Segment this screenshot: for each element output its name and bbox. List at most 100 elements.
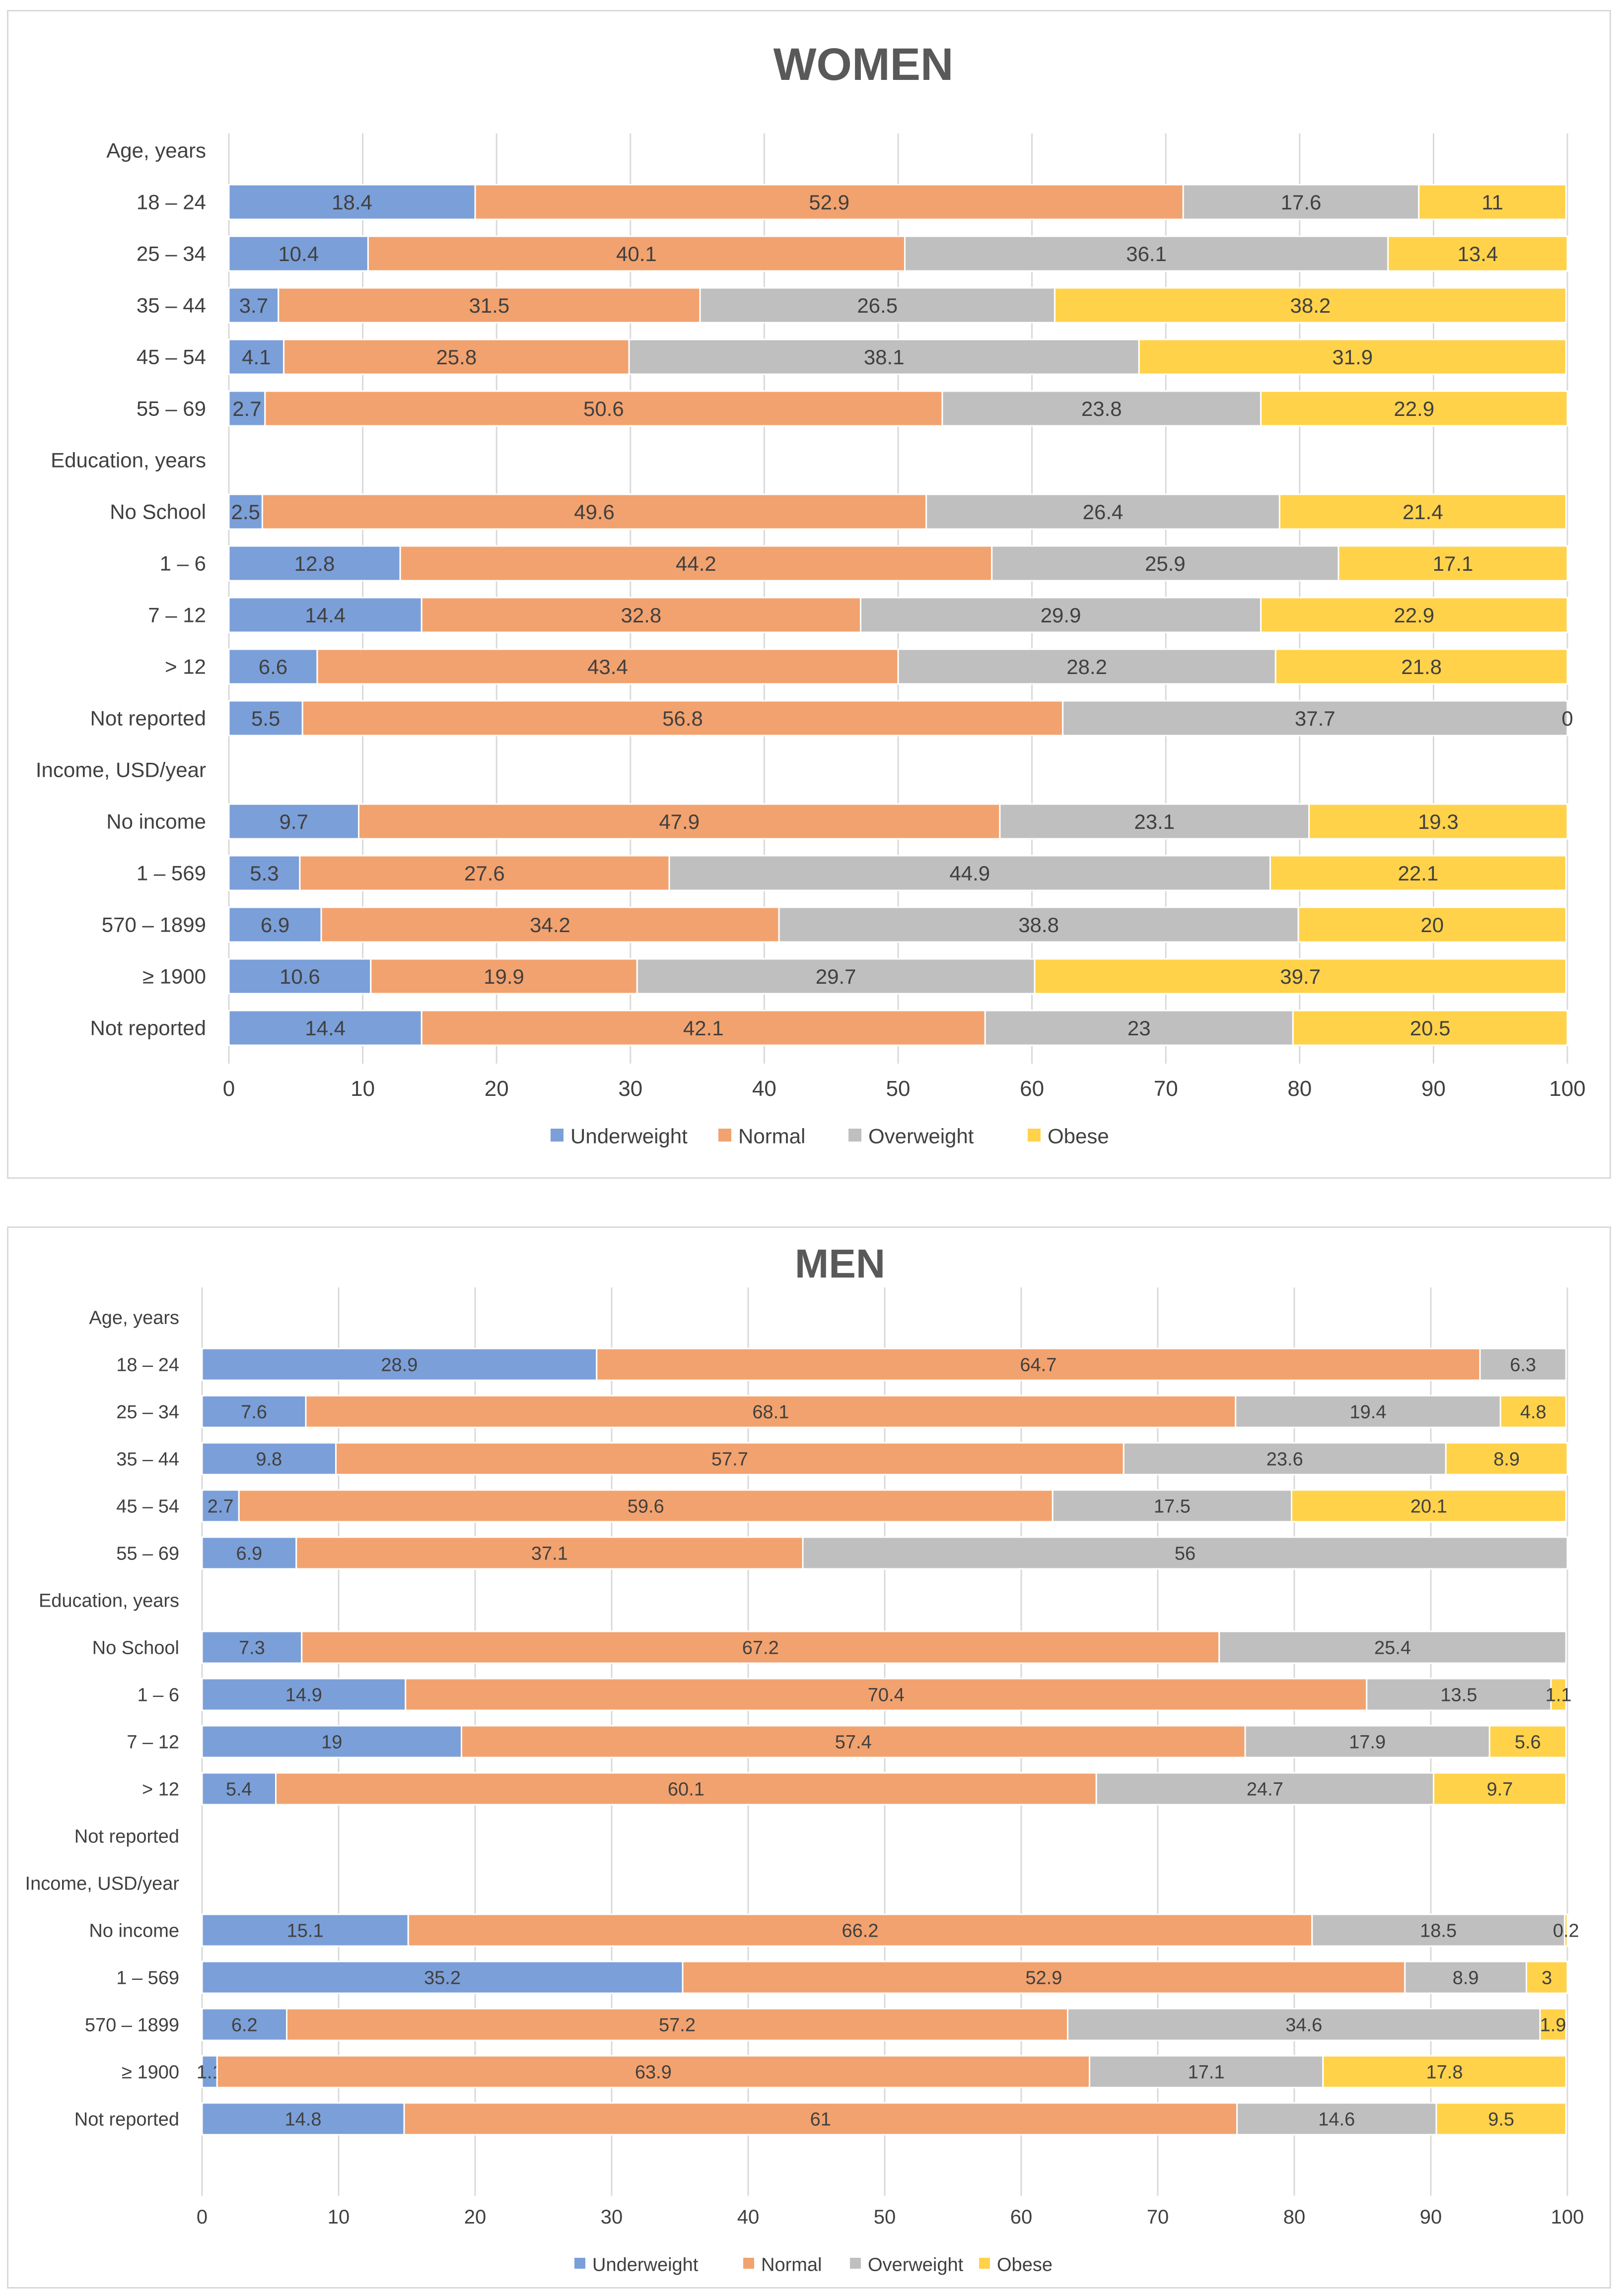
women-x-tick-label-20: 20 <box>485 1077 509 1101</box>
men-category-label-education-years-6: Education, years <box>39 1590 179 1611</box>
women-data-label-overweight-570-1899-15: 38.8 <box>1018 913 1059 937</box>
women-bar-obese-ge-1900-16 <box>1034 958 1567 995</box>
men-bar-normal-55-69-5 <box>295 1536 804 1570</box>
men-legend-label-underweight: Underweight <box>592 2254 699 2275</box>
men-bar-obese-not-reported-17 <box>1435 2102 1567 2136</box>
men-bar-underweight-no-income-13 <box>201 1913 409 1947</box>
men-data-label-obese-ge-1900-16: 17.8 <box>1426 2062 1463 2083</box>
men-bar-overweight-gt-12-10 <box>1095 1772 1434 1806</box>
men-legend-label-normal: Normal <box>761 2254 822 2275</box>
women-data-label-normal-55-69-5: 50.6 <box>583 397 624 420</box>
women-data-label-normal-not-reported-11: 56.8 <box>662 707 703 730</box>
men-category-label-ge-1900-16: ≥ 1900 <box>122 2062 179 2083</box>
women-category-label-ge-1900-16: ≥ 1900 <box>142 965 206 988</box>
women-legend-swatch-overweight <box>848 1129 861 1142</box>
women-bar-overweight-not-reported-11 <box>1062 700 1568 737</box>
men-bar-normal-no-income-13 <box>407 1913 1313 1947</box>
men-legend-swatch-obese <box>979 2258 990 2269</box>
women-data-label-overweight-not-reported-11: 37.7 <box>1295 707 1336 730</box>
men-category-label-7-12-9: 7 – 12 <box>127 1732 179 1753</box>
men-data-label-underweight-no-income-13: 15.1 <box>287 1921 324 1942</box>
men-data-label-obese-1-6-8: 1.1 <box>1546 1685 1572 1706</box>
women-bar-obese-not-reported-17 <box>1292 1010 1568 1046</box>
women-bar-obese-25-34-2 <box>1387 235 1568 272</box>
women-data-label-underweight-55-69-5: 2.7 <box>232 397 261 420</box>
men-data-label-overweight-45-54-4: 17.5 <box>1154 1496 1191 1517</box>
women-data-label-overweight-45-54-4: 38.1 <box>864 345 905 369</box>
women-category-label-gt-12-10: > 12 <box>165 655 206 678</box>
women-data-label-underweight-45-54-4: 4.1 <box>242 345 271 369</box>
men-bar-obese-ge-1900-16 <box>1322 2055 1567 2089</box>
men-bar-obese-45-54-4 <box>1291 1489 1567 1523</box>
men-category-label-no-income-13: No income <box>89 1920 179 1941</box>
women-data-label-obese-not-reported-11: 0 <box>1561 707 1573 730</box>
men-data-label-overweight-35-44-3: 23.6 <box>1266 1449 1303 1470</box>
women-bar-obese-35-44-3 <box>1054 287 1567 324</box>
women-data-label-obese-ge-1900-16: 39.7 <box>1280 965 1321 988</box>
women-category-label-no-school-7: No School <box>110 500 206 524</box>
men-category-label-no-school-7: No School <box>92 1637 179 1658</box>
men-data-label-obese-gt-12-10: 9.7 <box>1486 1779 1513 1800</box>
women-bar-overweight-25-34-2 <box>904 235 1389 272</box>
men-bar-obese-35-44-3 <box>1445 1442 1568 1476</box>
men-data-label-normal-18-24-1: 64.7 <box>1020 1355 1056 1376</box>
women-data-label-overweight-no-school-7: 26.4 <box>1083 500 1124 524</box>
women-bar-overweight-45-54-4 <box>628 338 1140 375</box>
men-data-label-overweight-no-income-13: 18.5 <box>1420 1921 1457 1942</box>
women-x-tick-label-60: 60 <box>1020 1077 1044 1101</box>
women-bar-normal-25-34-2 <box>367 235 906 272</box>
women-bar-obese-18-24-1 <box>1418 184 1567 220</box>
men-category-label-45-54-4: 45 – 54 <box>116 1496 179 1517</box>
women-bar-underweight-not-reported-17 <box>228 1010 422 1046</box>
women-category-label-1-6-8: 1 – 6 <box>160 552 206 575</box>
men-bar-overweight-not-reported-17 <box>1236 2102 1437 2136</box>
men-data-label-normal-not-reported-17: 61 <box>810 2109 831 2130</box>
men-bar-underweight-gt-12-10 <box>201 1772 277 1806</box>
men-data-label-overweight-gt-12-10: 24.7 <box>1247 1779 1283 1800</box>
men-data-label-obese-7-12-9: 5.6 <box>1515 1732 1541 1753</box>
women-data-label-obese-18-24-1: 11 <box>1481 191 1503 214</box>
men-bar-overweight-55-69-5 <box>802 1536 1568 1570</box>
men-bar-obese-no-income-13 <box>1564 1913 1568 1947</box>
women-bar-overweight-1-6-8 <box>991 545 1339 582</box>
men-bar-normal-18-24-1 <box>596 1348 1481 1381</box>
men-legend-swatch-normal <box>743 2258 754 2269</box>
women-bar-normal-no-school-7 <box>261 493 927 530</box>
men-data-label-underweight-1-569-14: 35.2 <box>424 1968 461 1989</box>
women-x-tick-label-30: 30 <box>618 1077 642 1101</box>
women-category-label-1-569-14: 1 – 569 <box>137 862 206 885</box>
men-data-label-underweight-1-6-8: 14.9 <box>285 1685 322 1706</box>
women-data-label-obese-gt-12-10: 21.8 <box>1401 655 1442 678</box>
women-bar-overweight-not-reported-17 <box>984 1010 1294 1046</box>
women-data-label-underweight-18-24-1: 18.4 <box>332 191 372 214</box>
men-bar-overweight-25-34-2 <box>1235 1395 1501 1428</box>
men-data-label-overweight-ge-1900-16: 17.1 <box>1188 2062 1225 2083</box>
women-bar-underweight-ge-1900-16 <box>228 958 372 995</box>
men-bar-underweight-1-6-8 <box>201 1678 407 1711</box>
women-data-label-normal-35-44-3: 31.5 <box>469 294 509 317</box>
men-data-label-overweight-1-6-8: 13.5 <box>1440 1685 1477 1706</box>
women-data-label-underweight-ge-1900-16: 10.6 <box>280 965 320 988</box>
women-x-tick-label-40: 40 <box>752 1077 776 1101</box>
men-data-label-overweight-570-1899-15: 34.6 <box>1285 2015 1322 2036</box>
men-bar-overweight-570-1899-15 <box>1067 2008 1541 2041</box>
men-x-tick-label-50: 50 <box>874 2206 896 2228</box>
men-data-label-underweight-35-44-3: 9.8 <box>256 1449 282 1470</box>
women-bar-normal-7-12-9 <box>421 597 862 633</box>
men-category-label-1-569-14: 1 – 569 <box>116 1967 179 1988</box>
men-bar-underweight-7-12-9 <box>201 1725 462 1758</box>
women-bar-normal-no-income-13 <box>358 803 1001 840</box>
women-data-label-underweight-gt-12-10: 6.6 <box>259 655 287 678</box>
women-data-label-overweight-18-24-1: 17.6 <box>1281 191 1322 214</box>
women-data-label-normal-not-reported-17: 42.1 <box>683 1016 724 1040</box>
men-data-label-normal-gt-12-10: 60.1 <box>668 1779 704 1800</box>
women-bar-obese-45-54-4 <box>1138 338 1567 375</box>
men-bar-normal-35-44-3 <box>335 1442 1125 1476</box>
women-data-label-overweight-ge-1900-16: 29.7 <box>816 965 856 988</box>
women-data-label-obese-570-1899-15: 20 <box>1420 913 1444 937</box>
women-data-label-overweight-1-6-8: 25.9 <box>1145 552 1186 575</box>
women-bar-obese-1-6-8 <box>1337 545 1568 582</box>
women-data-label-overweight-no-income-13: 23.1 <box>1134 810 1175 833</box>
women-bar-normal-not-reported-11 <box>301 700 1064 737</box>
men-data-label-normal-no-school-7: 67.2 <box>742 1638 779 1659</box>
